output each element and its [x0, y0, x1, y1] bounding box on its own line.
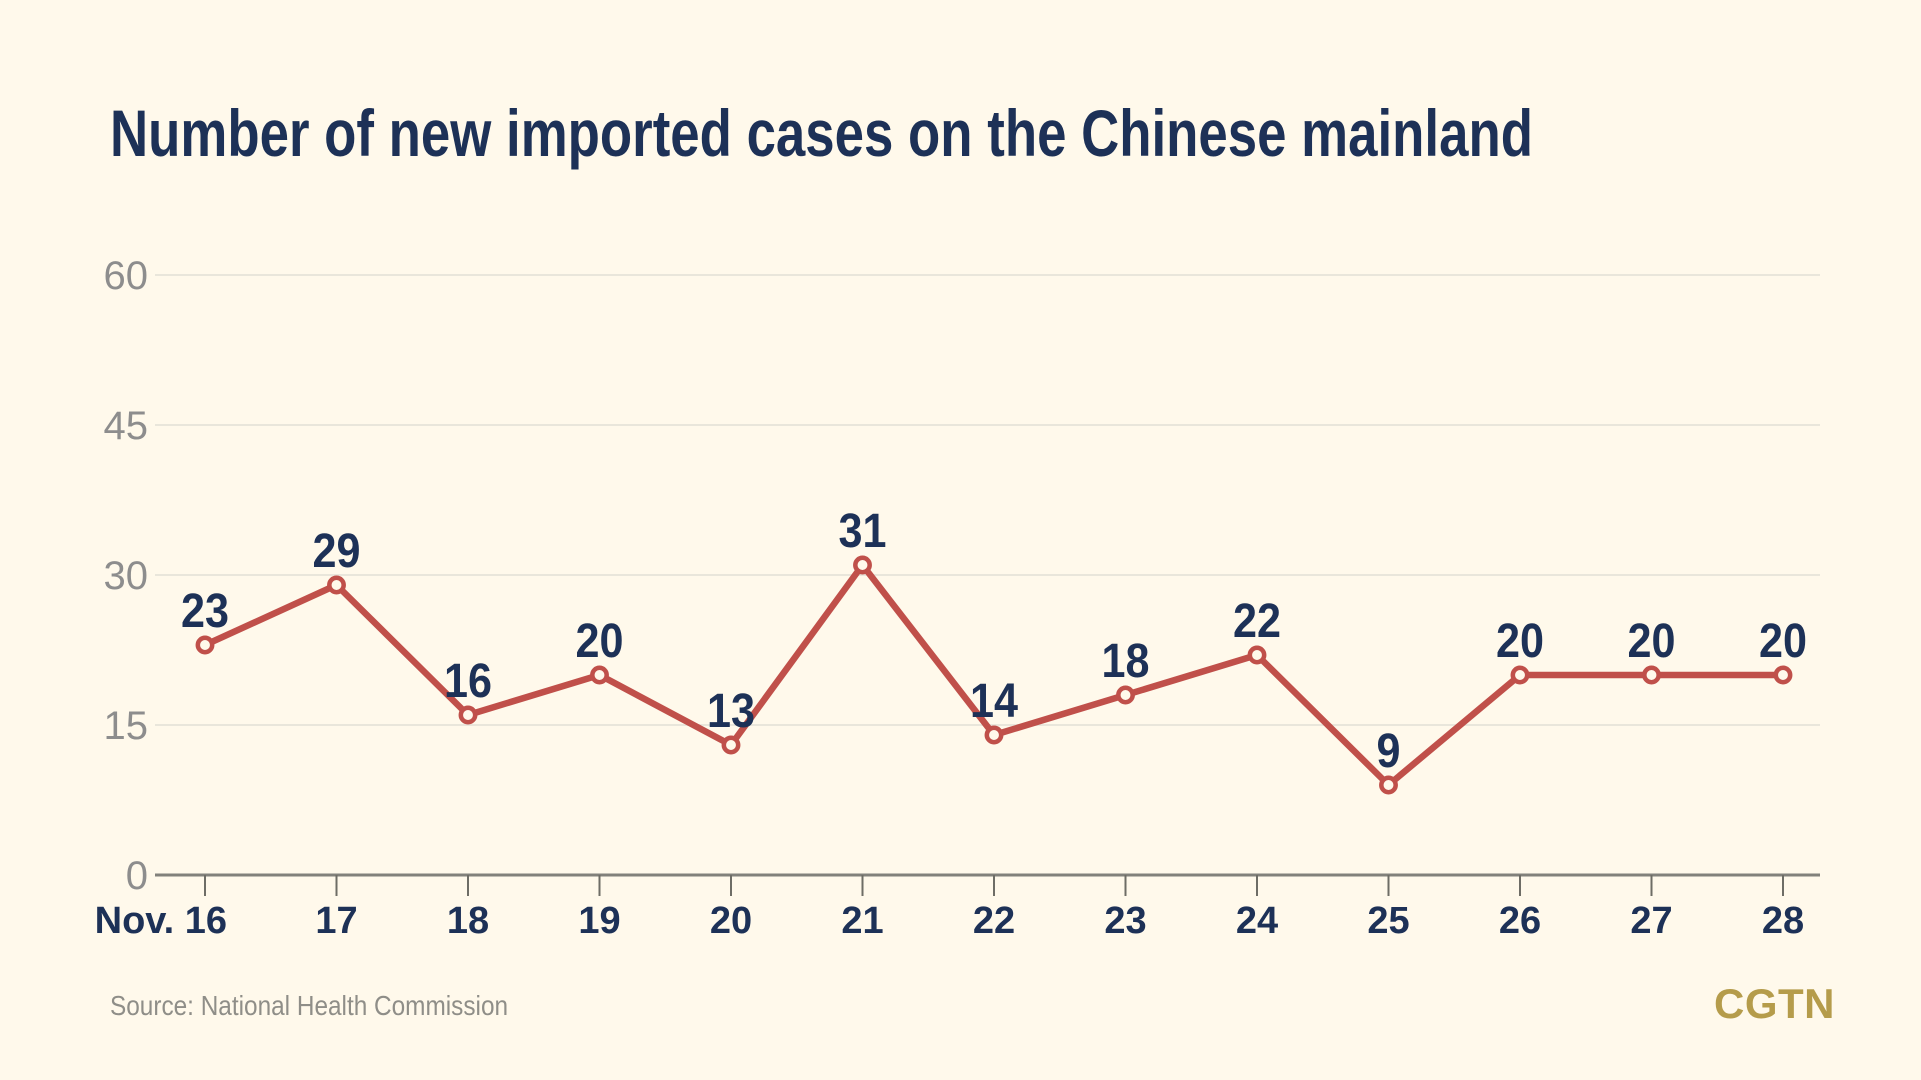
- y-axis-label: 60: [104, 254, 149, 298]
- x-axis-label: 27: [1630, 900, 1672, 942]
- x-axis-label: 25: [1367, 900, 1409, 942]
- data-point-marker: [1773, 665, 1793, 685]
- x-axis-label: 22: [973, 900, 1015, 942]
- data-point-marker: [721, 735, 741, 755]
- data-point-label: 31: [839, 505, 887, 558]
- chart-title: Number of new imported cases on the Chin…: [110, 96, 1533, 170]
- y-axis-label: 45: [104, 404, 149, 448]
- data-point-label: 23: [181, 585, 229, 638]
- data-point-marker: [590, 665, 609, 685]
- data-point-label: 16: [444, 655, 492, 708]
- data-point-label: 22: [1233, 595, 1281, 648]
- x-axis-label: 19: [578, 900, 620, 942]
- x-axis-label: 20: [710, 900, 752, 942]
- data-point-marker: [195, 635, 215, 655]
- data-point-label: 13: [707, 685, 755, 738]
- data-point-marker: [853, 555, 872, 575]
- x-axis-label: 18: [447, 900, 489, 942]
- data-point-label: 18: [1102, 635, 1150, 688]
- x-axis-label: 28: [1762, 900, 1804, 942]
- data-point-marker: [458, 705, 478, 725]
- source-note: Source: National Health Commission: [110, 990, 509, 1021]
- y-axis-label: 0: [126, 854, 148, 898]
- data-point-marker: [1379, 775, 1398, 795]
- data-point-label: 20: [1496, 615, 1544, 668]
- x-axis-label: 24: [1236, 900, 1278, 942]
- data-point-marker: [984, 725, 1004, 745]
- data-point-label: 29: [313, 525, 361, 578]
- data-point-label: 9: [1377, 725, 1401, 778]
- data-point-label: 20: [576, 615, 624, 668]
- data-point-label: 20: [1628, 615, 1676, 668]
- x-axis-label: 26: [1499, 900, 1541, 942]
- data-point-marker: [1510, 665, 1530, 685]
- x-axis-label: 17: [315, 900, 357, 942]
- data-point-label: 20: [1759, 615, 1807, 668]
- data-point-marker: [1116, 685, 1135, 705]
- cgtn-logo: CGTN: [1714, 980, 1835, 1027]
- data-point-label: 14: [970, 675, 1018, 728]
- x-axis-label: 23: [1104, 900, 1146, 942]
- data-point-marker: [327, 575, 346, 595]
- y-axis-label: 30: [104, 554, 149, 598]
- x-axis-label: 21: [841, 900, 883, 942]
- data-point-marker: [1247, 645, 1267, 665]
- data-point-marker: [1642, 665, 1661, 685]
- x-axis-label: Nov. 16: [95, 900, 227, 942]
- y-axis-label: 15: [104, 704, 149, 748]
